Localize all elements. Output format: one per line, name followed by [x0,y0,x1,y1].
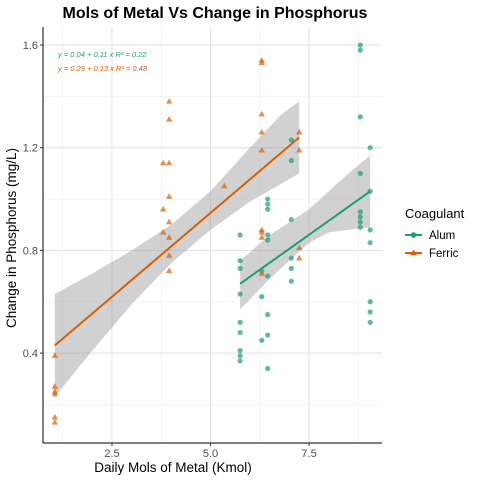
point-ferric [165,193,173,199]
legend: Coagulant Alum Ferric [405,206,465,260]
point-alum [357,170,363,176]
point-ferric [51,390,59,397]
point-alum [367,145,373,151]
point-alum [237,329,243,336]
point-alum [367,309,373,315]
point-alum [357,47,363,53]
point-alum [367,227,373,233]
legend-key-marker-alum [410,232,417,238]
point-alum [288,157,294,164]
legend-label-ferric: Ferric [429,248,459,260]
point-alum [259,294,265,300]
point-ferric [165,218,173,225]
point-ferric [165,98,173,104]
point-alum [367,188,373,194]
point-alum [367,299,373,305]
point-ferric [258,146,266,153]
point-ferric [295,254,303,261]
point-ferric [295,146,303,153]
x-tick-label: 5.0 [203,448,218,460]
point-ferric [258,234,266,240]
point-alum [237,347,243,354]
x-tick-label: 2.5 [104,448,119,460]
axes [42,27,382,444]
point-alum [357,114,363,120]
data-points [51,42,373,425]
point-alum [357,209,363,215]
fit-line-ferric [54,136,300,347]
point-ferric [258,110,266,117]
point-ferric [51,383,59,389]
point-alum [357,214,363,220]
y-axis-title: Change in Phosphorus (mg/L) [4,148,19,328]
confidence-band-ferric [54,101,300,397]
fit-equation-ferric: y = 0.29 + 0.13 x R² = 0.48 [57,64,148,73]
point-alum [265,273,271,279]
point-ferric [221,182,228,189]
fit-equations: y = 0.04 + 0.11 x R² = 0.22 y = 0.29 + 0.… [57,50,148,73]
point-alum [237,232,243,238]
point-ferric [165,116,173,122]
y-tick-label: 0.8 [23,245,38,257]
point-ferric [165,234,173,240]
point-ferric [258,229,266,235]
point-alum [237,358,243,364]
point-ferric [159,229,167,235]
confidence-band-alum [240,155,371,310]
point-alum [288,265,294,271]
point-ferric [51,352,59,358]
point-ferric [51,419,59,425]
point-alum [265,201,271,207]
chart-title: Mols of Metal Vs Change in Phosphorus [63,5,368,22]
point-ferric [159,159,167,166]
point-alum [367,319,373,325]
point-ferric [165,252,173,258]
point-alum [357,42,363,48]
y-tick-label: 0.4 [23,348,38,360]
point-alum [357,219,363,225]
point-alum [265,196,271,202]
y-tick-label: 1.2 [23,143,38,155]
point-alum [288,278,294,284]
legend-title: Coagulant [405,206,465,221]
point-alum [265,312,271,318]
plot-background [43,27,382,443]
y-tick-label: 1.6 [23,40,38,52]
fit-equation-alum: y = 0.04 + 0.11 x R² = 0.22 [57,50,147,59]
point-alum [265,237,271,243]
point-alum [259,337,265,343]
point-ferric [258,128,266,135]
point-ferric [51,413,59,420]
point-alum [265,206,271,212]
x-axis-title: Daily Mols of Metal (Kmol) [94,460,252,475]
point-alum [288,255,294,261]
point-alum [367,240,373,246]
point-ferric [165,267,173,274]
point-ferric [295,128,303,135]
point-alum [237,265,243,271]
point-alum [288,137,294,143]
point-ferric [165,159,173,166]
point-alum [288,216,294,223]
grid [43,27,382,443]
point-alum [265,232,271,238]
point-ferric [295,244,303,251]
point-alum [357,224,363,230]
plot-area [43,27,382,443]
legend-label-alum: Alum [429,230,455,242]
point-alum [237,291,243,297]
point-ferric [258,59,266,66]
point-alum [237,319,243,325]
confidence-bands [54,101,371,397]
x-tick-label: 7.5 [301,448,316,460]
point-alum [237,258,243,264]
point-alum [237,353,243,359]
point-ferric [159,205,167,212]
tick-labels: 2.5 5.0 7.5 0.4 0.8 1.2 1.6 [23,40,317,460]
point-alum [265,365,271,372]
point-alum [265,332,271,338]
point-ferric [258,270,266,276]
legend-key-marker-ferric [410,249,417,256]
